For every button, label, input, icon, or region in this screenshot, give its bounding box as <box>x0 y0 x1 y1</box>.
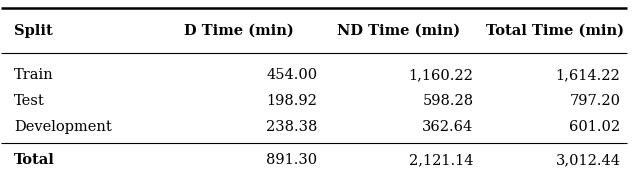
Text: 198.92: 198.92 <box>266 94 317 108</box>
Text: 1,614.22: 1,614.22 <box>556 68 620 82</box>
Text: 891.30: 891.30 <box>266 153 317 167</box>
Text: Development: Development <box>14 120 111 134</box>
Text: 1,160.22: 1,160.22 <box>408 68 474 82</box>
Text: Split: Split <box>14 24 52 38</box>
Text: 362.64: 362.64 <box>422 120 474 134</box>
Text: Test: Test <box>14 94 45 108</box>
Text: Train: Train <box>14 68 54 82</box>
Text: 238.38: 238.38 <box>266 120 317 134</box>
Text: 2,121.14: 2,121.14 <box>409 153 474 167</box>
Text: ND Time (min): ND Time (min) <box>337 24 460 38</box>
Text: Total Time (min): Total Time (min) <box>486 24 624 38</box>
Text: 454.00: 454.00 <box>266 68 317 82</box>
Text: 601.02: 601.02 <box>569 120 620 134</box>
Text: Total: Total <box>14 153 55 167</box>
Text: D Time (min): D Time (min) <box>184 24 294 38</box>
Text: 797.20: 797.20 <box>570 94 620 108</box>
Text: 3,012.44: 3,012.44 <box>556 153 620 167</box>
Text: 598.28: 598.28 <box>422 94 474 108</box>
